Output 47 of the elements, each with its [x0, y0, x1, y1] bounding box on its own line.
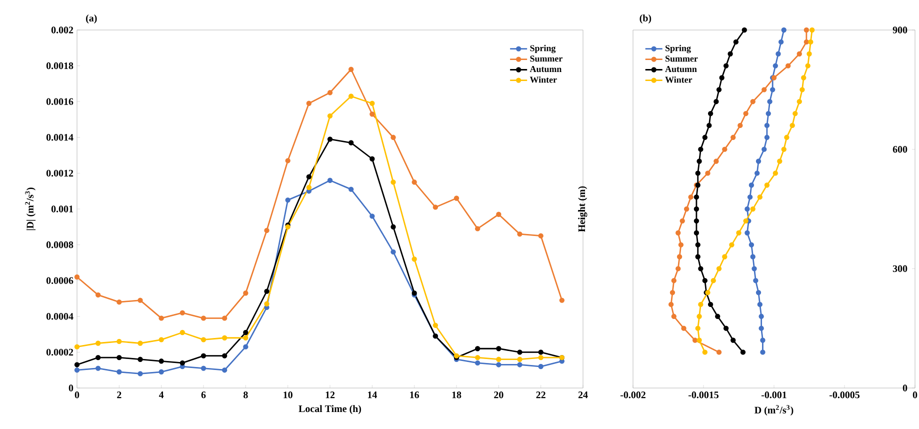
y-tick-label: 0.0018 [46, 62, 74, 70]
x-tick-label: 6 [201, 392, 206, 398]
y-tick-label: 0.0004 [46, 313, 74, 320]
x-tick-label: 0 [74, 392, 80, 398]
legend-label: Autumn [530, 66, 562, 72]
x-tick-label: 20 [494, 392, 504, 398]
chart-title: (a) [86, 14, 97, 24]
x-tick-label: 16 [410, 392, 420, 398]
legend-label: Winter [530, 76, 557, 83]
y-tick-label: 0.0002 [46, 348, 74, 356]
y-tick-label: 0.0014 [46, 134, 74, 141]
x-tick-label: 2 [117, 392, 122, 398]
x-tick-label: 0 [912, 392, 918, 398]
legend-label: Summer [530, 56, 562, 62]
x-axis-title: Local Time (h) [298, 405, 362, 414]
chart-title: (b) [640, 14, 652, 24]
x-tick-label: -0.002 [620, 392, 646, 398]
y-tick-label: 0 [902, 384, 908, 392]
x-axis-title: D (m$^{2}$/s$^{3}$) [754, 405, 794, 416]
y-tick-label: 600 [892, 146, 908, 153]
x-tick-label: 8 [244, 392, 248, 398]
x-tick-label: 24 [578, 392, 588, 398]
y-tick-label: 0.0008 [46, 241, 74, 248]
y-tick-label: 0.001 [51, 206, 73, 212]
x-tick-label: 18 [452, 392, 462, 398]
x-tick-label: 22 [536, 392, 546, 398]
y-tick-label: 900 [892, 26, 908, 34]
x-tick-label: 14 [368, 392, 377, 398]
legend-label: Summer [666, 56, 698, 62]
x-tick-label: -0.0015 [688, 392, 719, 398]
y-axis-title: |D| (m$^{2}$/s$^{3}$) [25, 188, 36, 230]
y-tick-label: 0.0016 [46, 98, 74, 105]
legend-label: Spring [530, 44, 556, 54]
x-tick-label: 4 [158, 392, 164, 398]
y-tick-label: 300 [892, 265, 908, 272]
x-tick-label: -0.001 [762, 392, 786, 398]
y-tick-label: 0 [68, 384, 74, 392]
y-tick-label: 0.0012 [46, 170, 74, 177]
legend-label: Spring [666, 44, 691, 54]
legend-label: Autumn [665, 66, 697, 72]
y-tick-label: 0.0006 [46, 277, 74, 284]
x-tick-label: 10 [284, 392, 292, 398]
y-axis-title: Height (m) [578, 186, 588, 232]
y-tick-label: 0.002 [51, 26, 74, 34]
x-tick-label: 12 [326, 392, 335, 398]
x-tick-label: -0.0005 [830, 392, 860, 398]
legend-label: Winter [665, 76, 692, 83]
